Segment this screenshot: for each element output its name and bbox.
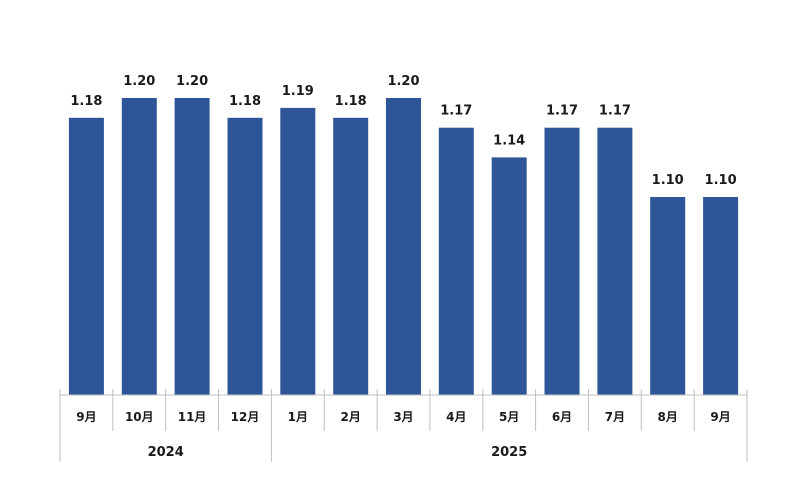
data-label-7: 1.20 xyxy=(387,74,419,89)
bar-5 xyxy=(280,107,316,396)
tick-label-7: 3月 xyxy=(393,410,413,424)
data-label-6: 1.18 xyxy=(335,94,367,109)
data-label-2: 1.20 xyxy=(123,74,155,89)
data-label-13: 1.10 xyxy=(705,173,737,188)
bar-6 xyxy=(333,117,369,396)
tick-label-10: 6月 xyxy=(552,410,572,424)
bar-7 xyxy=(386,98,421,395)
data-label-3: 1.20 xyxy=(176,74,208,89)
bar-8 xyxy=(438,127,474,395)
year-label-2025: 2025 xyxy=(491,445,527,460)
tick-label-4: 12月 xyxy=(231,410,260,424)
tick-label-6: 2月 xyxy=(341,410,361,424)
bar-13 xyxy=(703,197,739,395)
bar-1 xyxy=(68,117,104,396)
tick-label-13: 9月 xyxy=(710,410,730,424)
data-label-5: 1.19 xyxy=(282,84,314,99)
tick-label-8: 4月 xyxy=(446,410,466,424)
tick-label-11: 7月 xyxy=(605,410,625,424)
data-label-10: 1.17 xyxy=(546,104,578,119)
bar-2 xyxy=(121,98,157,395)
bar-3 xyxy=(174,98,210,395)
data-label-4: 1.18 xyxy=(229,94,261,109)
data-label-12: 1.10 xyxy=(652,173,684,188)
tick-label-1: 9月 xyxy=(76,410,96,424)
data-label-8: 1.17 xyxy=(440,104,472,119)
bar-10 xyxy=(544,127,580,395)
data-label-11: 1.17 xyxy=(599,104,631,119)
tick-label-12: 8月 xyxy=(658,410,678,424)
tick-label-9: 5月 xyxy=(499,410,519,424)
tick-label-3: 11月 xyxy=(178,410,207,424)
bar-4 xyxy=(227,117,263,396)
bars-layer xyxy=(68,98,739,396)
data-label-9: 1.14 xyxy=(493,133,525,148)
tick-label-2: 10月 xyxy=(125,410,154,424)
year-label-2024: 2024 xyxy=(148,445,184,460)
category-axis: 9月 10月 11月 12月 1月 2月 3月 4月 5月 6月 7月 8月 9月 2024 2025 xyxy=(59,389,748,462)
bar-9 xyxy=(491,157,527,395)
data-label-1: 1.18 xyxy=(70,94,102,109)
bar-12 xyxy=(650,197,686,395)
tick-label-5: 1月 xyxy=(288,410,308,424)
value-labels-layer: 1.18 1.20 1.20 1.18 1.19 1.18 1.20 1.17 1.14 1.17… xyxy=(70,74,736,188)
bar-11 xyxy=(597,127,633,395)
